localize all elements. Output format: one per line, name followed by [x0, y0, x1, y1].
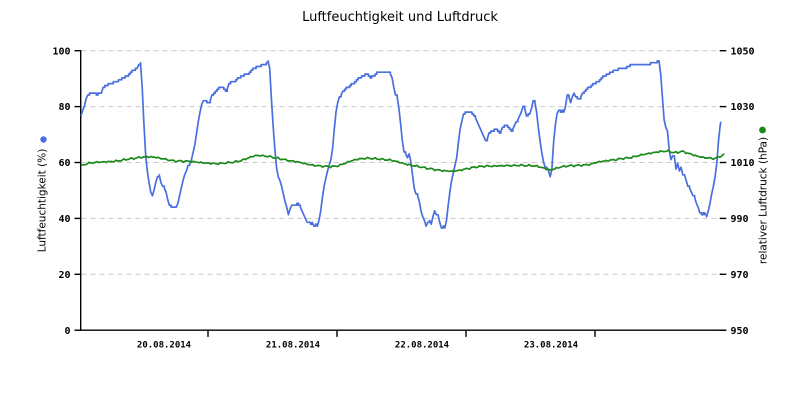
y-left-tick-label: 0 [64, 326, 70, 337]
chart-title: Luftfeuchtigkeit und Luftdruck [302, 10, 498, 25]
x-axis-date-label: 21.08.2014 [266, 341, 321, 351]
axes [74, 50, 727, 337]
gridlines [81, 50, 726, 275]
tick-labels: 0 20 40 60 80 100 950 970 990 1010 1030 1050 20.08.2… [52, 46, 754, 350]
y-right-tick-label: 1010 [731, 158, 755, 169]
series-lines [80, 59, 726, 229]
y-right-tick-label: 1030 [731, 102, 755, 113]
pressure-legend-dot [759, 126, 766, 134]
y-right-tick-label: 950 [731, 326, 749, 337]
y-left-tick-label: 40 [58, 214, 70, 225]
y-right-tick-label: 970 [731, 270, 749, 281]
pressure-line [80, 149, 726, 173]
y-left-tick-label: 60 [58, 158, 70, 169]
y-right-tick-label: 1050 [731, 46, 755, 57]
y-left-tick-label: 100 [52, 46, 70, 57]
x-axis-date-label: 20.08.2014 [137, 341, 192, 351]
x-axis-date-label: 23.08.2014 [524, 341, 579, 351]
y-left-axis-title: Luftfeuchtigkeit (%) [37, 149, 49, 253]
y-right-axis-title: relativer Luftdruck (hPa) [758, 137, 770, 264]
y-left-tick-label: 80 [58, 102, 70, 113]
y-right-tick-label: 990 [731, 214, 749, 225]
humidity-line [80, 59, 722, 229]
humidity-legend-dot [40, 136, 47, 143]
x-axis-date-label: 22.08.2014 [395, 341, 450, 351]
y-left-tick-label: 20 [58, 270, 70, 281]
